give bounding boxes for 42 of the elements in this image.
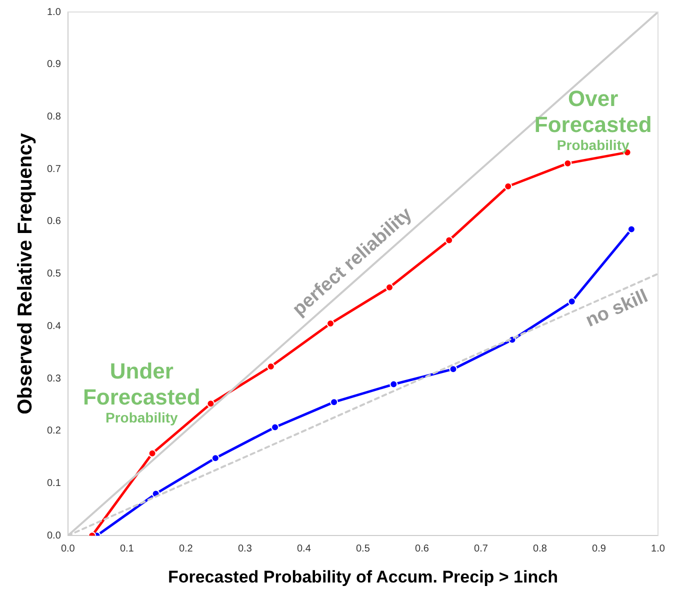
y-tick-label: 0.4 — [46, 320, 62, 332]
point — [390, 380, 398, 388]
x-tick-label: 0.6 — [415, 543, 430, 554]
x-tick-label: 0.2 — [178, 543, 194, 554]
annotation: Under Forecasted Probability — [82, 358, 200, 426]
y-tick-label: 0.5 — [46, 268, 62, 280]
point — [271, 423, 280, 432]
x-tick-label: 0.1 — [120, 543, 134, 554]
point — [266, 362, 275, 370]
point — [148, 449, 156, 458]
annotation: Over Forecasted Probability — [534, 86, 652, 154]
point — [445, 236, 454, 244]
x-tick-label: 0.9 — [592, 543, 606, 554]
y-tick-label: 0.9 — [46, 59, 62, 70]
point — [627, 225, 636, 234]
point — [564, 159, 572, 168]
y-tick-label: 0.8 — [46, 111, 62, 122]
point — [449, 365, 458, 374]
point — [326, 320, 334, 328]
x-tick-label: 0.5 — [356, 543, 370, 554]
y-tick-label: 0.1 — [46, 478, 62, 489]
y-tick-label: 0.2 — [46, 426, 62, 437]
y-tick-label: 0.6 — [46, 216, 62, 228]
point — [568, 298, 576, 306]
point — [211, 454, 220, 462]
x-tick-label: 0.8 — [533, 543, 548, 554]
x-tick-label: 0.0 — [60, 543, 76, 554]
x-tick-label: 1.0 — [651, 543, 666, 554]
y-axis-title: Observed Relative Frequency — [14, 132, 37, 414]
x-tick-label: 0.4 — [296, 543, 312, 554]
y-tick-label: 0.0 — [46, 530, 62, 542]
y-tick-label: 1.0 — [46, 6, 62, 18]
point — [504, 182, 512, 190]
x-tick-label: 0.7 — [474, 543, 488, 554]
point — [330, 398, 338, 406]
y-tick-label: 0.7 — [46, 164, 62, 175]
y-tick-label: 0.3 — [46, 373, 62, 384]
point — [386, 283, 394, 292]
point — [206, 400, 215, 408]
x-tick-label: 0.3 — [238, 543, 252, 554]
x-axis-title: Forecasted Probability of Accum. Precip > 1inch — [168, 567, 558, 586]
text: no skill — [582, 286, 652, 332]
